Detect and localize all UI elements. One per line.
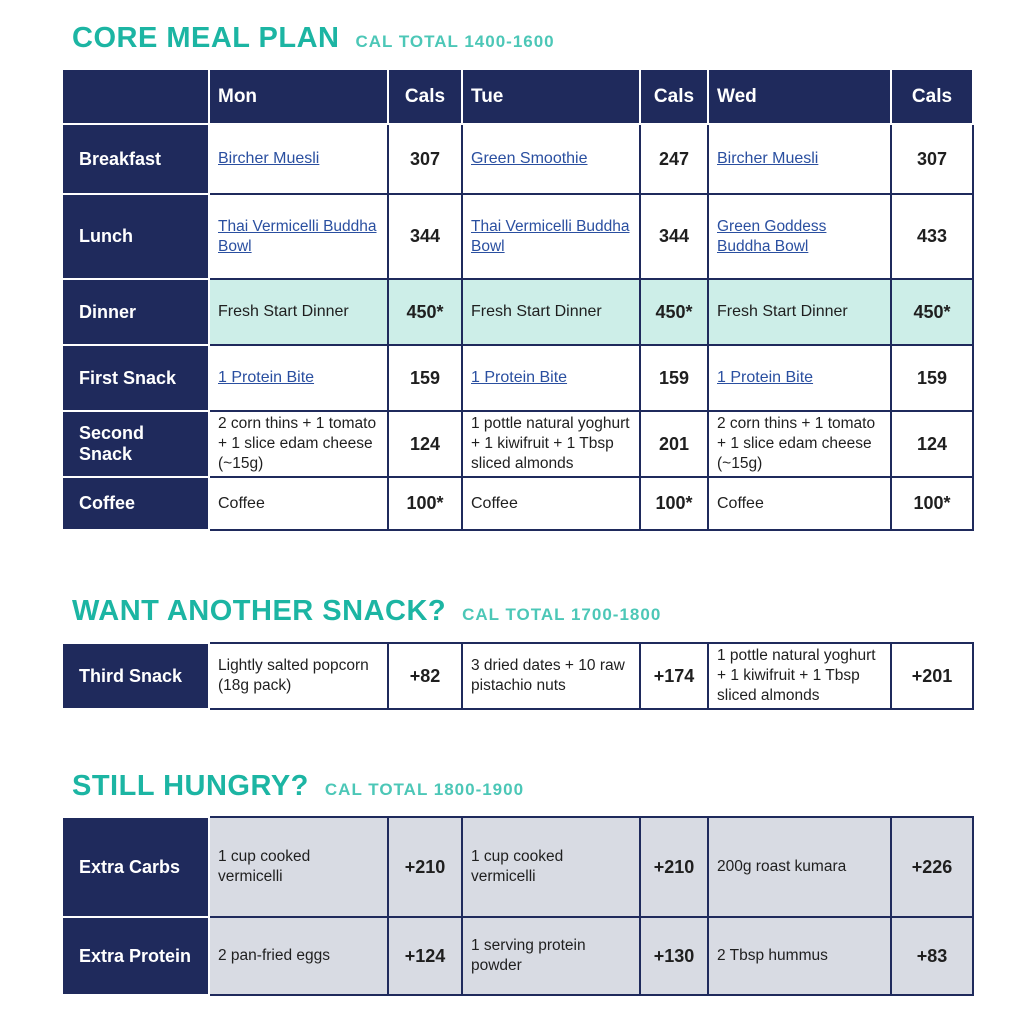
meal-text: 3 dried dates + 10 raw pistachio nuts <box>461 642 641 710</box>
meal-text: Coffee <box>461 476 641 531</box>
cal-value: +130 <box>639 916 709 996</box>
table-row-first-snack: First Snack 1 Protein Bite 159 1 Protein… <box>63 344 974 412</box>
cal-value: +226 <box>890 816 974 918</box>
cal-value: 124 <box>387 410 463 478</box>
cal-value: 344 <box>639 193 709 280</box>
hungry-title: STILL HUNGRY? <box>72 770 309 802</box>
cal-value: 159 <box>639 344 709 412</box>
meal-text: Fresh Start Dinner <box>208 278 389 346</box>
meal-text: 2 Tbsp hummus <box>707 916 892 996</box>
still-hungry-table: Extra Carbs 1 cup cooked vermicelli +210… <box>63 816 974 996</box>
row-label: Breakfast <box>63 123 210 195</box>
recipe-link[interactable]: 1 Protein Bite <box>218 369 315 386</box>
table-header-row: Mon Cals Tue Cals Wed Cals <box>63 68 974 125</box>
header-cals: Cals <box>387 68 463 125</box>
cal-value: 344 <box>387 193 463 280</box>
table-row-extra-carbs: Extra Carbs 1 cup cooked vermicelli +210… <box>63 816 974 918</box>
hungry-section-heading: STILL HUNGRY? CAL TOTAL 1800-1900 <box>72 770 524 803</box>
recipe-link[interactable]: Thai Vermicelli Buddha Bowl <box>218 217 377 255</box>
meal-text: Fresh Start Dinner <box>461 278 641 346</box>
cal-value: 450* <box>890 278 974 346</box>
header-cals: Cals <box>639 68 709 125</box>
cal-value: 307 <box>890 123 974 195</box>
row-label: Coffee <box>63 476 210 531</box>
core-title: CORE MEAL PLAN <box>72 22 340 54</box>
snack-section-heading: WANT ANOTHER SNACK? CAL TOTAL 1700-1800 <box>72 595 661 628</box>
meal-text: 2 corn thins + 1 tomato + 1 slice edam c… <box>208 410 389 478</box>
recipe-link[interactable]: Thai Vermicelli Buddha Bowl <box>471 217 630 255</box>
meal-text: 1 cup cooked vermicelli <box>461 816 641 918</box>
meal-text: 1 serving protein powder <box>461 916 641 996</box>
table-row-breakfast: Breakfast Bircher Muesli 307 Green Smoot… <box>63 123 974 195</box>
meal-text: Fresh Start Dinner <box>707 278 892 346</box>
cal-value: 433 <box>890 193 974 280</box>
cal-value: +210 <box>387 816 463 918</box>
meal-text: Lightly salted popcorn (18g pack) <box>208 642 389 710</box>
recipe-link[interactable]: 1 Protein Bite <box>471 369 568 386</box>
cal-value: 159 <box>890 344 974 412</box>
cal-value: +201 <box>890 642 974 710</box>
cal-value: 201 <box>639 410 709 478</box>
table-row-coffee: Coffee Coffee 100* Coffee 100* Coffee 10… <box>63 476 974 531</box>
meal-text: 1 cup cooked vermicelli <box>208 816 389 918</box>
cal-value: +174 <box>639 642 709 710</box>
recipe-link[interactable]: 1 Protein Bite <box>717 369 814 386</box>
cal-value: +82 <box>387 642 463 710</box>
cal-value: 100* <box>890 476 974 531</box>
row-label: Extra Protein <box>63 916 210 996</box>
meal-text: 2 pan-fried eggs <box>208 916 389 996</box>
core-section-heading: CORE MEAL PLAN CAL TOTAL 1400-1600 <box>72 22 555 55</box>
meal-text: 1 pottle natural yoghurt + 1 kiwifruit +… <box>707 642 892 710</box>
cal-value: +124 <box>387 916 463 996</box>
cal-value: 159 <box>387 344 463 412</box>
header-mon: Mon <box>208 68 389 125</box>
cal-value: 100* <box>639 476 709 531</box>
header-wed: Wed <box>707 68 892 125</box>
meal-text: 2 corn thins + 1 tomato + 1 slice edam c… <box>707 410 892 478</box>
table-row-lunch: Lunch Thai Vermicelli Buddha Bowl 344 Th… <box>63 193 974 280</box>
row-label: Lunch <box>63 193 210 280</box>
row-label: Dinner <box>63 278 210 346</box>
recipe-link[interactable]: Green Smoothie <box>471 150 588 167</box>
recipe-link[interactable]: Bircher Muesli <box>218 150 320 167</box>
cal-value: 247 <box>639 123 709 195</box>
row-label: Third Snack <box>63 642 210 710</box>
row-label: Extra Carbs <box>63 816 210 918</box>
row-label: First Snack <box>63 344 210 412</box>
cal-value: 450* <box>387 278 463 346</box>
header-corner <box>63 68 210 125</box>
meal-text: 1 pottle natural yoghurt + 1 kiwifruit +… <box>461 410 641 478</box>
table-row-extra-protein: Extra Protein 2 pan-fried eggs +124 1 se… <box>63 916 974 996</box>
extra-snack-table: Third Snack Lightly salted popcorn (18g … <box>63 642 974 710</box>
hungry-cal-total: CAL TOTAL 1800-1900 <box>324 780 525 799</box>
meal-text: Coffee <box>208 476 389 531</box>
core-cal-total: CAL TOTAL 1400-1600 <box>355 32 555 51</box>
cal-value: +83 <box>890 916 974 996</box>
snack-title: WANT ANOTHER SNACK? <box>72 595 447 627</box>
row-label: Second Snack <box>63 410 210 478</box>
snack-cal-total: CAL TOTAL 1700-1800 <box>462 605 662 624</box>
cal-value: +210 <box>639 816 709 918</box>
core-meal-table: Mon Cals Tue Cals Wed Cals Breakfast Bir… <box>63 68 974 531</box>
meal-text: 200g roast kumara <box>707 816 892 918</box>
recipe-link[interactable]: Green Goddess Buddha Bowl <box>717 217 827 255</box>
table-row-dinner: Dinner Fresh Start Dinner 450* Fresh Sta… <box>63 278 974 346</box>
recipe-link[interactable]: Bircher Muesli <box>717 150 819 167</box>
cal-value: 100* <box>387 476 463 531</box>
table-row-second-snack: Second Snack 2 corn thins + 1 tomato + 1… <box>63 410 974 478</box>
cal-value: 307 <box>387 123 463 195</box>
meal-text: Coffee <box>707 476 892 531</box>
table-row-third-snack: Third Snack Lightly salted popcorn (18g … <box>63 642 974 710</box>
header-cals: Cals <box>890 68 974 125</box>
cal-value: 450* <box>639 278 709 346</box>
header-tue: Tue <box>461 68 641 125</box>
cal-value: 124 <box>890 410 974 478</box>
